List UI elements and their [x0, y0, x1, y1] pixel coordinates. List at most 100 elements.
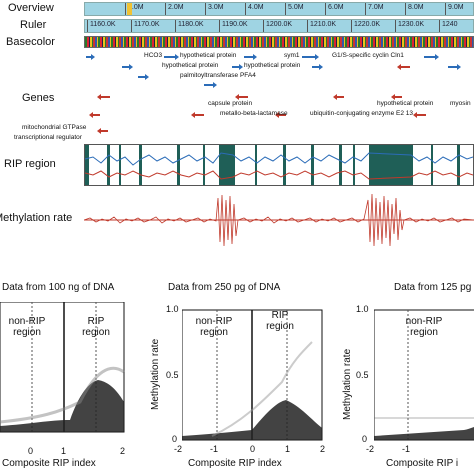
gene-arrow[interactable]	[397, 64, 410, 70]
x-axis-label: Composite RIP index	[188, 458, 282, 469]
ruler-tick: 1190.0K	[219, 20, 248, 32]
genes-track-label: Genes	[22, 92, 55, 104]
rip-blue-line	[85, 152, 473, 166]
overview-tick: 5.0M	[285, 3, 304, 15]
gene-label[interactable]: hypothetical protein	[180, 52, 237, 59]
gene-label[interactable]: G1/S-specific cyclin Cln1	[332, 52, 404, 59]
gene-arrow[interactable]	[244, 54, 257, 60]
gene-label[interactable]: hypothetical protein	[162, 62, 219, 69]
overview-track-label: Overview	[8, 2, 54, 14]
gene-label[interactable]: hypothetical protein	[244, 62, 301, 69]
gene-arrow[interactable]	[413, 112, 426, 118]
overview-tick: 2.0M	[165, 3, 184, 15]
overview-viewport-marker[interactable]	[127, 3, 132, 15]
gene-label[interactable]: myosin	[450, 100, 471, 107]
y-axis-label: Methylation rate	[150, 338, 161, 410]
gene-arrow[interactable]	[164, 54, 179, 60]
x-tick: 1	[61, 446, 67, 456]
gene-label[interactable]: metallo-beta-lactamase	[220, 110, 288, 117]
methylation-plot	[84, 193, 474, 247]
gene-label[interactable]: palmitoyltransferase PFA4	[180, 72, 256, 79]
y-tick: 0	[172, 434, 178, 444]
overview-tick: 1.0M	[125, 3, 144, 15]
scatter-panel-3: Data from 125 pg Methylation rate 1.0 0.…	[334, 280, 474, 474]
ruler-tick: 1220.0K	[351, 20, 380, 32]
y-axis-label: Methylation rate	[342, 348, 353, 420]
basecolor-track-label: Basecolor	[6, 36, 55, 48]
basecolor-track	[84, 36, 474, 48]
overview-tick: 4.0M	[245, 3, 264, 15]
gene-label[interactable]: transcriptional regulator	[14, 134, 82, 141]
gene-arrow[interactable]	[138, 74, 149, 80]
x-tick: 0	[28, 446, 34, 456]
gene-arrow[interactable]	[204, 82, 217, 88]
y-tick: 1.0	[166, 304, 179, 314]
right-region-label: RIP region	[82, 316, 110, 338]
x-tick: -1	[210, 444, 219, 454]
right-region-label: RIP region	[266, 310, 294, 332]
methylation-track-label: Methylation rate	[0, 212, 73, 224]
scatter-panel-2: Data from 250 pg of DNA Methylation rate…	[148, 280, 328, 474]
scatter-plot-1	[0, 302, 125, 433]
gene-arrow[interactable]	[89, 112, 100, 118]
overview-tick: 7.0M	[365, 3, 384, 15]
scatter-plot-3	[374, 309, 474, 441]
gene-label[interactable]: HCO3	[144, 52, 163, 59]
scatter-title: Data from 125 pg	[394, 282, 472, 293]
ruler-tick: 1170.0K	[131, 20, 160, 32]
gene-arrow[interactable]	[424, 54, 439, 60]
ruler-tick: 1200.0K	[263, 20, 292, 32]
gene-arrow[interactable]	[235, 94, 248, 100]
left-region-label: non-RIP region	[195, 316, 233, 338]
x-tick: 2	[320, 444, 326, 454]
y-tick: 1.0	[356, 304, 369, 314]
scatter-panel-1: Data from 100 ng of DNA non-RIP region R…	[0, 280, 140, 474]
overview-track[interactable]: 1.0M 2.0M 3.0M 4.0M 5.0M 6.0M 7.0M 8.0M …	[84, 2, 474, 16]
gene-arrow[interactable]	[275, 112, 286, 118]
x-axis-label: Composite RIP index	[2, 458, 96, 469]
overview-tick: 6.0M	[325, 3, 344, 15]
rip-red-line	[85, 170, 473, 180]
ruler-track[interactable]: 1160.0K 1170.0K 1180.0K 1190.0K 1200.0K …	[84, 19, 474, 33]
rip-region-plot	[85, 145, 473, 185]
gene-arrow[interactable]	[191, 112, 204, 118]
gene-label[interactable]: sym1	[284, 52, 300, 59]
x-tick: 2	[120, 446, 126, 456]
left-region-label: non-RIP region	[405, 316, 443, 338]
ruler-tick: 1210.0K	[307, 20, 336, 32]
gene-arrow[interactable]	[302, 54, 319, 60]
y-tick: 0	[362, 434, 368, 444]
ruler-tick: 1230.0K	[395, 20, 424, 32]
genes-track: HCO3 hypothetical protein sym1 G1/S-spec…	[14, 52, 474, 144]
gene-arrow[interactable]	[333, 94, 344, 100]
y-tick: 0.5	[356, 370, 369, 380]
scatter-title: Data from 100 ng of DNA	[2, 282, 115, 293]
methylation-line	[84, 193, 474, 247]
ruler-track-label: Ruler	[20, 19, 47, 31]
methylation-track[interactable]	[84, 190, 474, 250]
overview-tick: 8.0M	[405, 3, 424, 15]
ruler-tick: 1160.0K	[87, 20, 116, 32]
rip-region-track[interactable]	[84, 144, 474, 186]
gene-arrow[interactable]	[232, 64, 243, 70]
x-tick: 1	[285, 444, 291, 454]
gene-arrow[interactable]	[97, 128, 108, 134]
x-axis-label: Composite RIP i	[386, 458, 459, 469]
x-tick: -1	[402, 444, 411, 454]
ruler-tick: 1180.0K	[175, 20, 204, 32]
gene-label[interactable]: ubiquitin-conjugating enzyme E2 13	[310, 110, 413, 117]
gene-arrow[interactable]	[122, 64, 133, 70]
rip-region-blocks	[85, 145, 460, 185]
gene-label[interactable]: hypothetical protein	[377, 100, 434, 107]
gene-arrow[interactable]	[312, 64, 323, 70]
gene-arrow[interactable]	[97, 94, 110, 100]
y-tick: 0.5	[166, 370, 179, 380]
gene-arrow[interactable]	[391, 94, 402, 100]
gene-arrow[interactable]	[448, 64, 461, 70]
overview-tick: 3.0M	[205, 3, 224, 15]
gene-arrow[interactable]	[86, 54, 95, 60]
overview-tick: 9.0M	[445, 3, 464, 15]
gene-label[interactable]: capsule protein	[208, 100, 253, 107]
gene-label[interactable]: mitochondrial GTPase	[22, 124, 87, 131]
rip-track-label: RIP region	[4, 158, 56, 170]
